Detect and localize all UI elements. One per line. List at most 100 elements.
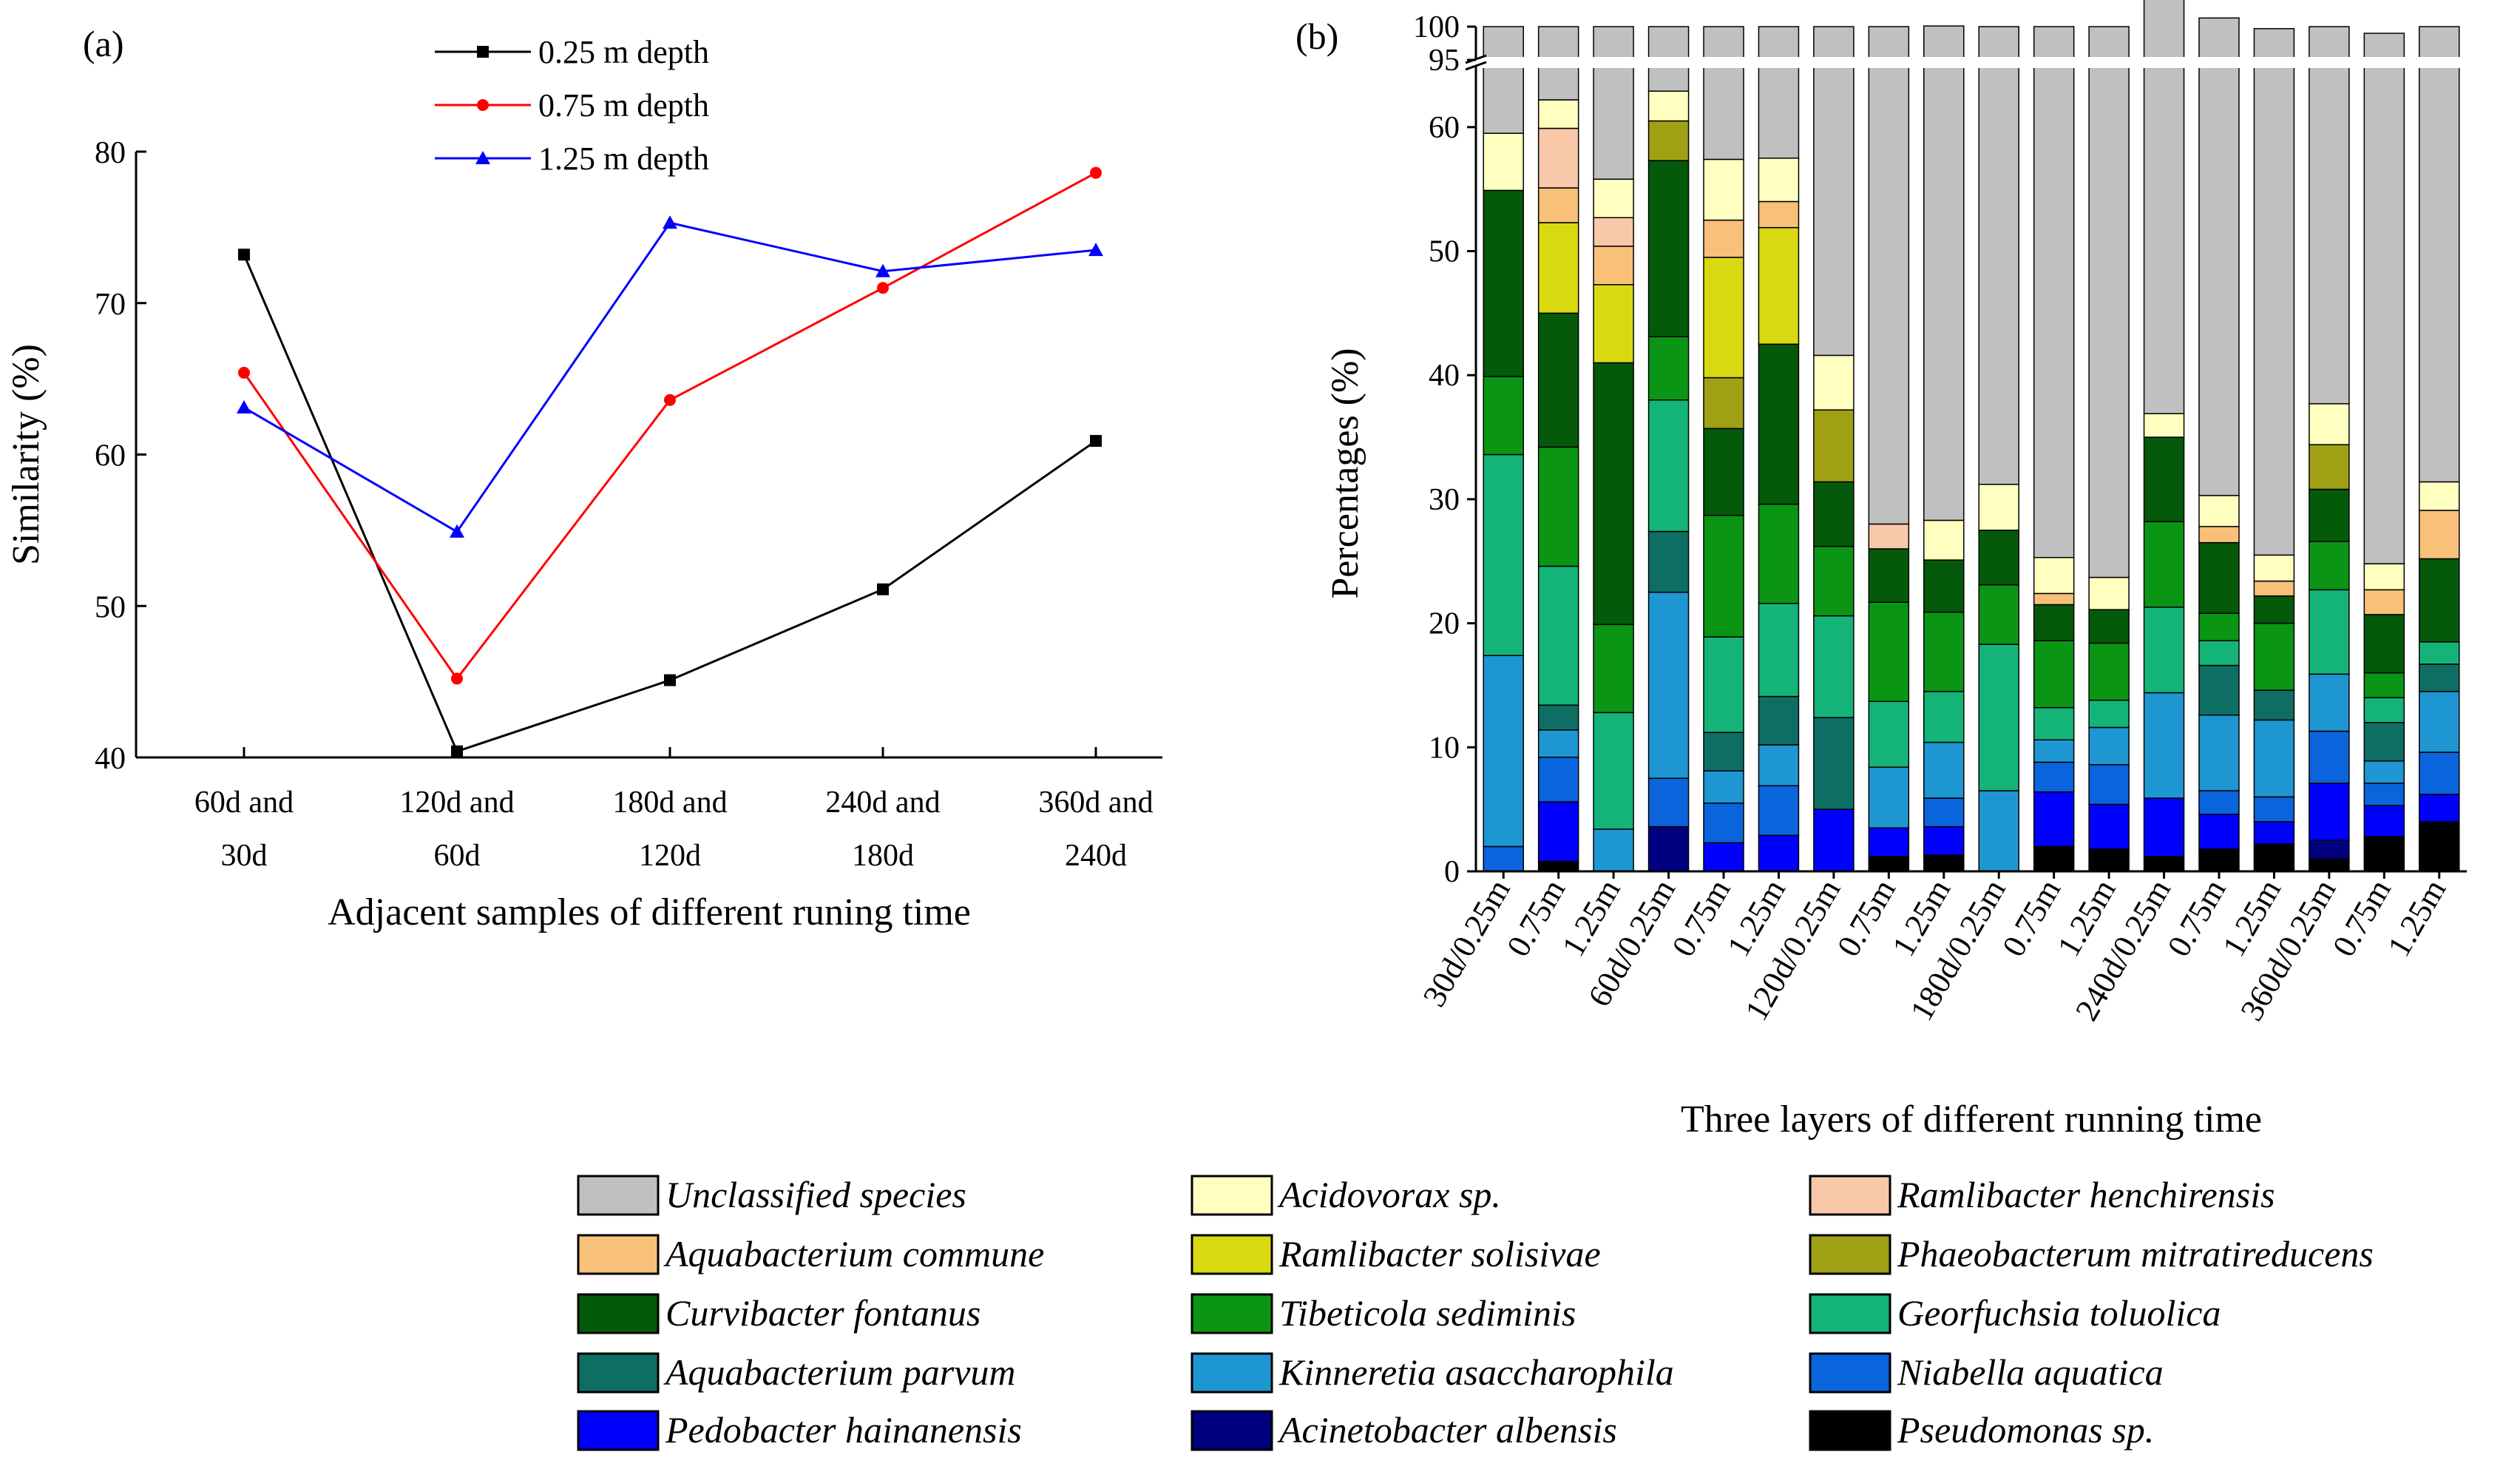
panel-b-bar-segment-kinneretia-asaccharophila — [1758, 744, 1800, 787]
panel-b-bar-segment-pseudomonas-sp — [2198, 848, 2240, 872]
panel-b-bar-segment-niabella-aquatica — [2088, 764, 2130, 806]
panel-b-bar-segment-acidovorax-sp — [1537, 99, 1579, 129]
legend-label-kinneretia-asaccharophila: Kinneretia asaccharophila — [1278, 1351, 1674, 1393]
panel-a-legend-label: 1.25 m depth — [538, 141, 709, 177]
panel-a-line-chart: (a) 40 50 60 70 80 60d and 30d 120d and 60d 180d a… — [5, 23, 1162, 933]
legend-label-niabella-aquatica: Niabella aquatica — [1897, 1351, 2164, 1393]
panel-b-bar-13 — [2143, 0, 2185, 872]
panel-a-x-tick-label: 180d — [852, 839, 914, 873]
panel-b-stacked-bar-chart: (b)30d/0.25m0.75m1.25m60d/0.25m0.75m1.25… — [1295, 0, 2467, 1141]
panel-b-bar-segment-pedobacter-hainanensis — [1923, 825, 1965, 856]
panel-b-bar-segment-curvibacter-fontanus — [2198, 541, 2240, 614]
panel-b-bar-segment-curvibacter-fontanus — [2419, 558, 2460, 643]
panel-b-bar-segment-georfuchsia-toluolica — [2419, 641, 2460, 665]
legend-label-phaeobacterum-mitratireducens: Phaeobacterum mitratireducens — [1897, 1233, 2374, 1274]
panel-b-bar-segment-kinneretia-asaccharophila — [1978, 790, 2019, 872]
panel-b-bar-segment-curvibacter-fontanus — [1593, 362, 1634, 626]
panel-b-y-tick-label: 10 — [1429, 731, 1460, 765]
panel-a-series-0-25-m-depth — [238, 249, 1102, 757]
panel-a-data-point — [664, 394, 676, 406]
panel-a-data-point — [877, 583, 889, 595]
panel-a-data-point — [1088, 243, 1103, 257]
panel-b-bar-segment-georfuchsia-toluolica — [2363, 697, 2405, 723]
panel-b-bar-16 — [2309, 26, 2350, 872]
legend-swatch-niabella-aquatica — [1809, 1352, 1891, 1394]
panel-a-legend-label: 0.75 m depth — [538, 87, 709, 124]
panel-a-data-point — [237, 400, 251, 414]
panel-b-bar-segment-kinneretia-asaccharophila — [2033, 739, 2075, 763]
panel-b-bar-segment-tibeticola-sediminis — [2088, 642, 2130, 701]
panel-b-bar-segment-curvibacter-fontanus — [1483, 189, 1524, 377]
panel-b-x-tick-label: 0.75m — [2161, 874, 2233, 963]
panel-b-bar-segment-acidovorax-sp — [1593, 178, 1634, 219]
legend-label-ramlibacter-solisivae: Ramlibacter solisivae — [1278, 1233, 1601, 1274]
panel-b-bar-segment-georfuchsia-toluolica — [1703, 636, 1744, 733]
panel-a-legend-label: 0.25 m depth — [538, 34, 709, 70]
panel-a-data-point — [238, 366, 250, 379]
legend-label-tibeticola-sediminis: Tibeticola sediminis — [1279, 1292, 1576, 1334]
panel-b-bar-18 — [2419, 26, 2460, 872]
panel-b-bar-segment-pedobacter-hainanensis — [1537, 801, 1579, 862]
legend-swatch-ramlibacter-henchirensis — [1809, 1175, 1891, 1216]
panel-b-bar-1 — [1483, 26, 1524, 872]
panel-b-bar-segment-aquabacterium-parvum — [2198, 664, 2240, 716]
panel-b-bar-segment-georfuchsia-toluolica — [1923, 691, 1965, 743]
panel-b-bar-segment-ramlibacter-henchirensis — [1537, 127, 1579, 189]
panel-b-bar-segment-unclassified-species — [2033, 26, 2075, 558]
panel-b-bar-segment-pseudomonas-sp — [1923, 854, 1965, 872]
panel-b-bar-segment-kinneretia-asaccharophila — [2143, 692, 2185, 799]
panel-b-bar-segment-niabella-aquatica — [2309, 730, 2350, 784]
panel-a-x-tick-label: 240d and — [825, 786, 940, 820]
panel-a-data-point — [1090, 435, 1102, 448]
panel-b-bar-segment-pedobacter-hainanensis — [2253, 821, 2295, 845]
panel-b-bar-segment-curvibacter-fontanus — [2033, 604, 2075, 641]
panel-a-series-0-75-m-depth — [238, 166, 1102, 685]
panel-b-bar-segment-georfuchsia-toluolica — [1537, 565, 1579, 706]
legend-label-aquabacterium-parvum: Aquabacterium parvum — [663, 1351, 1016, 1393]
panel-b-bar-segment-niabella-aquatica — [1483, 845, 1524, 872]
panel-b-bar-segment-curvibacter-fontanus — [1868, 548, 1910, 603]
panel-b-bar-segment-aquabacterium-commune — [2033, 592, 2075, 606]
panel-b-bar-segment-niabella-aquatica — [2363, 783, 2405, 806]
panel-b-bar-segment-aquabacterium-commune — [2363, 589, 2405, 615]
panel-b-bar-segment-acidovorax-sp — [2363, 563, 2405, 591]
panel-b-bar-segment-acidovorax-sp — [2309, 403, 2350, 445]
panel-b-bar-segment-georfuchsia-toluolica — [1868, 700, 1910, 768]
panel-b-bar-segment-aquabacterium-parvum — [2419, 663, 2460, 692]
panel-b-bar-segment-aquabacterium-parvum — [1758, 695, 1800, 746]
panel-b-bar-segment-pedobacter-hainanensis — [2198, 814, 2240, 850]
panel-b-bar-segment-tibeticola-sediminis — [2143, 521, 2185, 608]
panel-b-bar-segment-niabella-aquatica — [1647, 777, 1690, 828]
panel-a-data-point — [664, 674, 676, 686]
panel-b-bar-segment-tibeticola-sediminis — [2033, 640, 2075, 709]
panel-b-bar-15 — [2253, 27, 2295, 872]
panel-b-bar-2 — [1537, 26, 1579, 872]
panel-b-bar-11 — [2033, 26, 2075, 872]
legend-swatch-aquabacterium-parvum — [577, 1352, 660, 1394]
panel-b-bar-segment-acidovorax-sp — [2419, 481, 2460, 511]
panel-a-x-tick-label: 180d and — [612, 786, 727, 820]
panel-b-bar-segment-tibeticola-sediminis — [1758, 503, 1800, 604]
panel-b-bar-10 — [1978, 26, 2019, 872]
legend-label-acinetobacter-albensis: Acinetobacter albensis — [1277, 1409, 1617, 1451]
panel-b-bar-segment-pedobacter-hainanensis — [2309, 783, 2350, 841]
panel-b-bar-segment-kinneretia-asaccharophila — [1868, 766, 1910, 829]
panel-b-bar-segment-curvibacter-fontanus — [2309, 488, 2350, 542]
panel-b-bar-segment-pseudomonas-sp — [2033, 845, 2075, 872]
panel-b-bar-segment-tibeticola-sediminis — [2253, 622, 2295, 691]
panel-b-bar-segment-niabella-aquatica — [1703, 803, 1744, 844]
panel-b-bar-segment-phaeobacterum-mitratireducens — [2309, 444, 2350, 490]
panel-b-bar-segment-niabella-aquatica — [2253, 796, 2295, 823]
panel-b-bar-segment-tibeticola-sediminis — [1978, 584, 2019, 645]
panel-b-bar-segment-acidovorax-sp — [2088, 576, 2130, 610]
panel-b-bar-segment-georfuchsia-toluolica — [1593, 712, 1634, 830]
panel-b-bar-segment-niabella-aquatica — [2419, 752, 2460, 795]
panel-b-bar-segment-ramlibacter-solisivae — [1758, 226, 1800, 345]
panel-b-bar-segment-georfuchsia-toluolica — [1483, 453, 1524, 656]
panel-b-bar-segment-acidovorax-sp — [1703, 158, 1744, 221]
panel-a-legend-marker — [477, 46, 489, 58]
panel-b-bar-segment-niabella-aquatica — [2198, 790, 2240, 815]
panel-b-bar-segment-pedobacter-hainanensis — [2363, 805, 2405, 837]
panel-b-bar-segment-ramlibacter-solisivae — [1703, 257, 1744, 379]
panel-b-bar-segment-niabella-aquatica — [1758, 785, 1800, 837]
